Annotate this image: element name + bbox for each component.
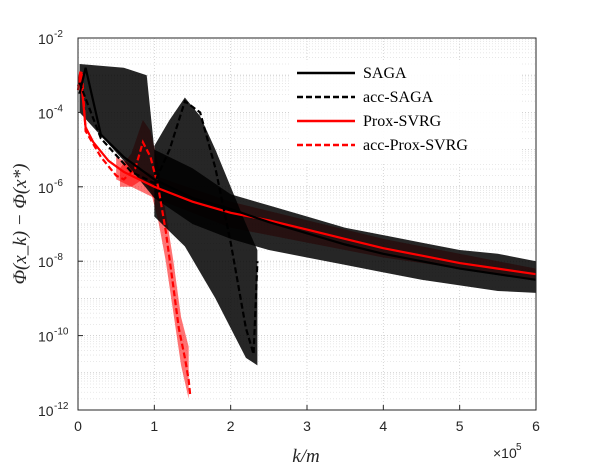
y-tick-label: 10 -6 (38, 178, 63, 196)
x-tick-label: 1 (150, 418, 158, 434)
saga-line (78, 67, 537, 281)
acc-saga-band (154, 97, 258, 366)
y-axis-label: Φ(x_k) − Φ(x*) (10, 164, 31, 285)
legend-entry-saga: SAGA (297, 65, 407, 82)
x-tick-label: 4 (379, 418, 387, 434)
x-tick-label: 5 (456, 418, 464, 434)
y-tick-exponent: -2 (54, 29, 63, 40)
y-tick-exponent: -6 (54, 178, 63, 189)
legend-entry-acc-saga: acc-SAGA (297, 89, 434, 106)
y-tick-base: 10 (38, 329, 54, 345)
y-tick-label: 10 -8 (38, 252, 63, 270)
y-tick-label: 10 -10 (38, 327, 69, 345)
x-exponent-base: ×10 (493, 445, 517, 461)
legend-label: acc-SAGA (363, 89, 434, 106)
legend-entry-prox-svrg: Prox-SVRG (297, 113, 442, 130)
legend: SAGA acc-SAGA Prox-SVRG acc-Prox-SVRG (290, 60, 520, 164)
legend-box (290, 60, 520, 164)
legend-label: acc-Prox-SVRG (363, 137, 468, 154)
y-tick-base: 10 (38, 403, 54, 419)
y-tick-exponent: -4 (54, 103, 63, 114)
y-tick-label: 10 -12 (38, 401, 69, 419)
x-exponent-power: 5 (516, 442, 522, 453)
acc-saga-line (78, 82, 259, 355)
y-tick-exponent: -12 (54, 401, 69, 412)
x-exponent-label: ×10 5 (493, 442, 522, 461)
legend-entry-acc-prox-svrg: acc-Prox-SVRG (297, 137, 468, 154)
y-tick-base: 10 (38, 105, 54, 121)
y-tick-base: 10 (38, 31, 54, 47)
y-tick-exponent: -10 (54, 327, 69, 338)
x-tick-label: 6 (532, 418, 540, 434)
prox-svrg-line (76, 71, 537, 276)
y-axis-label-text: Φ(x_k) − Φ(x*) (10, 164, 31, 285)
y-tick-base: 10 (38, 180, 54, 196)
x-tick-label: 0 (74, 418, 82, 434)
x-axis-label-text: k/m (292, 446, 319, 467)
x-axis-label: k/m (292, 446, 319, 467)
y-tick-label: 10 -4 (38, 103, 63, 121)
y-tick-base: 10 (38, 254, 54, 270)
x-tick-label: 3 (303, 418, 311, 434)
x-tick-label: 2 (227, 418, 235, 434)
series-lines (76, 67, 537, 396)
y-tick-exponent: -8 (54, 252, 63, 263)
legend-label: Prox-SVRG (363, 113, 442, 130)
y-tick-label: 10 -2 (38, 29, 63, 47)
acc-prox-svrg-line (76, 71, 192, 396)
legend-label: SAGA (363, 65, 407, 82)
